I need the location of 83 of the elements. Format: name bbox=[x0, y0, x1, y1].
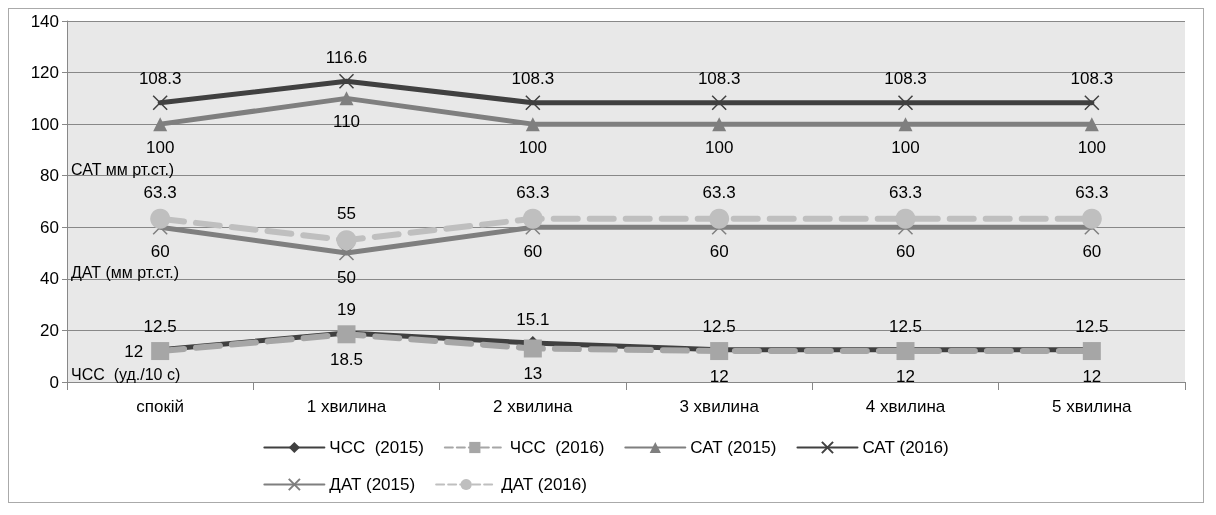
data-label: 60 bbox=[523, 242, 543, 262]
data-label: 63.3 bbox=[888, 182, 923, 202]
data-label: 100 bbox=[891, 138, 920, 158]
x-tick-label: 4 хвилина bbox=[865, 397, 946, 416]
data-label: 100 bbox=[145, 138, 175, 158]
data-label: 100 bbox=[704, 138, 734, 158]
data-label: 19 bbox=[337, 300, 356, 320]
point bbox=[337, 325, 356, 344]
point bbox=[151, 342, 170, 361]
data-label: 108.3 bbox=[884, 68, 927, 88]
data-label: 63.3 bbox=[516, 182, 550, 202]
data-label: 55 bbox=[337, 204, 356, 224]
y-tick-label: 0 bbox=[49, 372, 59, 392]
data-label: 18.5 bbox=[329, 350, 364, 370]
x-tick-label: спокій bbox=[136, 397, 185, 416]
y-tick-label: 60 bbox=[40, 217, 59, 237]
legend-label: ДАТ (2016) bbox=[501, 475, 587, 494]
y-tick-label: 40 bbox=[40, 269, 59, 289]
point bbox=[338, 73, 355, 90]
data-label: 100 bbox=[1077, 138, 1107, 158]
point bbox=[897, 94, 914, 111]
point bbox=[895, 208, 916, 229]
data-label: 12.5 bbox=[888, 316, 923, 336]
point bbox=[153, 117, 168, 132]
point bbox=[711, 94, 727, 111]
data-label: 13 bbox=[523, 364, 543, 384]
data-label: 60 bbox=[1082, 242, 1102, 262]
data-label: 60 bbox=[896, 242, 915, 262]
data-label: 12.5 bbox=[702, 316, 736, 336]
point bbox=[1084, 94, 1100, 111]
data-label: 12 bbox=[1082, 367, 1102, 387]
data-label: 12 bbox=[124, 341, 144, 361]
data-label: 116.6 bbox=[325, 47, 368, 67]
data-label: 108.3 bbox=[511, 68, 555, 88]
legend-label: САТ (2016) bbox=[862, 438, 949, 457]
data-label: 63.3 bbox=[702, 182, 736, 202]
point bbox=[709, 208, 730, 229]
data-label: 63.3 bbox=[143, 182, 177, 202]
data-label: 50 bbox=[337, 267, 356, 287]
point bbox=[712, 117, 727, 132]
point bbox=[1081, 208, 1102, 229]
data-label: 12 bbox=[709, 367, 729, 387]
point bbox=[1084, 117, 1099, 132]
data-label: 108.3 bbox=[138, 68, 182, 88]
data-label: 15.1 bbox=[516, 310, 550, 330]
point bbox=[1082, 342, 1101, 361]
point bbox=[339, 91, 354, 106]
point bbox=[523, 339, 542, 358]
data-label: 12.5 bbox=[1075, 316, 1109, 336]
point bbox=[896, 342, 915, 361]
point bbox=[336, 230, 357, 251]
point bbox=[150, 208, 171, 229]
y-tick-label: 100 bbox=[30, 114, 59, 134]
x-tick-label: 2 хвилина bbox=[493, 397, 574, 416]
point bbox=[710, 342, 729, 361]
point bbox=[898, 117, 913, 132]
legend-label: САТ (2015) bbox=[690, 438, 777, 457]
data-label: 108.3 bbox=[697, 68, 741, 88]
y-tick-label: 120 bbox=[30, 63, 59, 83]
y-tick-label: 20 bbox=[40, 320, 59, 340]
annotation: САТ мм рт.ст.) bbox=[71, 160, 175, 178]
point bbox=[522, 208, 543, 229]
x-tick-label: 3 хвилина bbox=[679, 397, 760, 416]
data-label: 110 bbox=[332, 112, 361, 132]
x-tick-label: 1 хвилина bbox=[306, 397, 387, 416]
y-tick-label: 80 bbox=[40, 166, 59, 186]
x-tick-label: 5 хвилина bbox=[1052, 397, 1133, 416]
point bbox=[152, 94, 168, 111]
point bbox=[525, 117, 540, 132]
data-label: 63.3 bbox=[1075, 182, 1109, 202]
data-label: 108.3 bbox=[1070, 68, 1114, 88]
annotation: ДАТ (мм рт.ст.) bbox=[71, 264, 180, 282]
data-label: 100 bbox=[518, 138, 548, 158]
annotation: ЧСС (уд./10 с) bbox=[71, 365, 181, 383]
legend-label: ЧСС (2016) bbox=[509, 438, 605, 457]
data-label: 60 bbox=[709, 242, 729, 262]
y-tick-label: 140 bbox=[30, 11, 59, 31]
data-label: 60 bbox=[150, 242, 170, 262]
data-label: 12.5 bbox=[143, 316, 177, 336]
point bbox=[525, 94, 541, 111]
legend-label: ДАТ (2015) bbox=[329, 475, 416, 494]
legend-label: ЧСС (2015) bbox=[329, 438, 424, 457]
data-label: 12 bbox=[896, 367, 915, 387]
